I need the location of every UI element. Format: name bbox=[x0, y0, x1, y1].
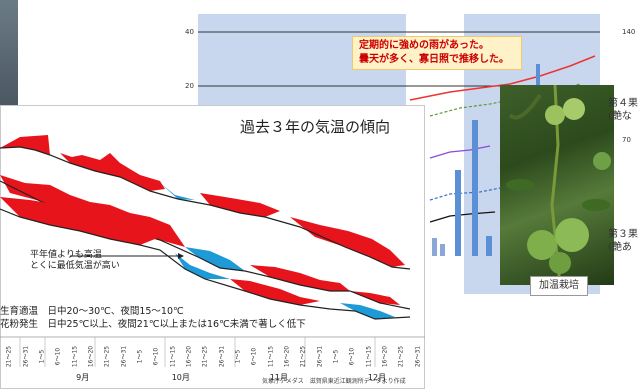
tomato-illustration bbox=[506, 85, 611, 285]
right-chart-y2-70: 70 bbox=[622, 136, 631, 144]
x-tick-label: 11～15 bbox=[267, 345, 275, 368]
anomaly-red-3a bbox=[0, 197, 160, 245]
right-chart-y2-140: 140 bbox=[622, 28, 636, 36]
rchart-series-purple bbox=[429, 145, 491, 159]
x-month-labels: 9月 10月 11月 12月 bbox=[0, 372, 425, 386]
x-tick-labels: 21～25 26～31 1～5 6～10 11～15 16～20 21～25 26～31 1～5… bbox=[0, 338, 425, 372]
anomaly-blue-1a bbox=[160, 183, 195, 200]
anomaly-blue-3a bbox=[175, 253, 230, 279]
x-tick-label: 21～25 bbox=[5, 345, 13, 368]
rchart-series-red bbox=[409, 55, 596, 101]
criteria-pollen: 花粉発生 日中25℃以上、夜間21℃以上または16℃未満で著しく低下 bbox=[0, 319, 306, 330]
x-tick-label: 26～31 bbox=[22, 345, 30, 368]
x-tick-label: 26～31 bbox=[316, 345, 324, 368]
anomaly-red-2b bbox=[250, 265, 350, 291]
fruit-note-4-line1: 第４果 bbox=[608, 98, 638, 109]
callout-line-2: 曇天が多く、寡日照で推移した。 bbox=[359, 54, 509, 65]
criteria-growth: 生育適温 日中20～30℃、夜間15～10℃ bbox=[0, 306, 184, 317]
panel-title: 過去３年の気温の傾向 bbox=[240, 118, 391, 136]
temperature-criteria: 生育適温 日中20～30℃、夜間15～10℃ 花粉発生 日中25℃以上、夜間21… bbox=[0, 305, 306, 331]
anomaly-red-1b2 bbox=[200, 193, 280, 217]
x-tick-label: 26～31 bbox=[120, 345, 128, 368]
x-tick-label: 11～15 bbox=[169, 345, 177, 368]
rchart-bar-6 bbox=[536, 64, 540, 86]
x-tick-label: 26～31 bbox=[218, 345, 226, 368]
anomaly-blue-2a bbox=[185, 247, 245, 271]
x-month-label: 9月 bbox=[76, 373, 90, 382]
note-arrow-head bbox=[178, 253, 184, 259]
anomaly-blue-3b bbox=[340, 303, 395, 319]
x-tick-label: 11～15 bbox=[71, 345, 79, 368]
x-tick-label: 6～10 bbox=[250, 347, 258, 366]
weather-callout: 定期的に強めの雨があった。 曇天が多く、寡日照で推移した。 bbox=[352, 36, 522, 70]
photo-caption: 加温栽培 bbox=[530, 276, 588, 296]
x-tick-label: 16～20 bbox=[185, 345, 193, 368]
rchart-bar-4 bbox=[432, 238, 437, 256]
callout-line-1: 定期的に強めの雨があった。 bbox=[359, 40, 489, 51]
x-tick-label: 11～15 bbox=[365, 345, 373, 368]
trend-note-line1: 平年値よりも高温 bbox=[30, 250, 102, 260]
x-tick-label: 21～25 bbox=[103, 345, 111, 368]
x-tick-label: 21～25 bbox=[201, 345, 209, 368]
right-chart-y-20: 20 bbox=[185, 82, 194, 90]
trend-note: 平年値よりも高温 とくに最低気温が高い bbox=[30, 250, 120, 272]
x-tick-label: 16～20 bbox=[283, 345, 291, 368]
x-tick-label: 26～31 bbox=[414, 345, 422, 368]
fruit-note-3-line2: (艶あ bbox=[608, 242, 632, 253]
fruit-note-4: 第４果 (艶な bbox=[608, 97, 638, 123]
x-tick-label: 1～5 bbox=[234, 349, 242, 364]
x-tick-label: 1～5 bbox=[332, 349, 340, 364]
fruit-note-4-line2: (艶な bbox=[608, 111, 632, 122]
x-month-label: 12月 bbox=[367, 373, 387, 382]
tomato-photo bbox=[500, 85, 614, 285]
rchart-bar-2 bbox=[472, 120, 478, 256]
x-tick-label: 1～5 bbox=[136, 349, 144, 364]
x-month-label: 10月 bbox=[171, 373, 190, 382]
normal-line-1 bbox=[0, 146, 411, 270]
x-tick-label: 16～20 bbox=[87, 345, 95, 368]
rchart-series-blue bbox=[429, 187, 501, 201]
x-month-label: 11月 bbox=[269, 373, 288, 382]
x-tick-label: 6～10 bbox=[152, 347, 160, 366]
x-tick-label: 6～10 bbox=[348, 347, 356, 366]
anomaly-red-3b bbox=[230, 279, 320, 305]
x-tick-label: 21～25 bbox=[299, 345, 307, 368]
rchart-bar-1 bbox=[455, 170, 461, 256]
x-tick-label: 21～25 bbox=[397, 345, 405, 368]
temperature-trend-chart bbox=[0, 135, 425, 367]
x-axis-ticks bbox=[19, 337, 376, 367]
right-chart-y-40: 40 bbox=[185, 28, 194, 36]
fruit-note-3: 第３果 (艶あ bbox=[608, 228, 638, 254]
anomaly-red-1a bbox=[0, 135, 50, 155]
rchart-bar-3 bbox=[486, 236, 492, 256]
rchart-bar-5 bbox=[440, 244, 445, 256]
anomaly-red-1c bbox=[290, 217, 405, 267]
trend-note-line2: とくに最低気温が高い bbox=[30, 261, 120, 271]
normal-line-3 bbox=[0, 208, 411, 320]
fruit-note-3-line1: 第３果 bbox=[608, 229, 638, 240]
x-tick-label: 16～20 bbox=[381, 345, 389, 368]
x-tick-label: 6～10 bbox=[54, 347, 62, 366]
anomaly-red-1b bbox=[60, 153, 165, 191]
x-tick-label: 1～5 bbox=[38, 349, 46, 364]
data-source: 気象庁アメダス 滋賀県東近江観測所データより作成 bbox=[262, 378, 406, 385]
anomaly-red-2c bbox=[350, 291, 400, 305]
